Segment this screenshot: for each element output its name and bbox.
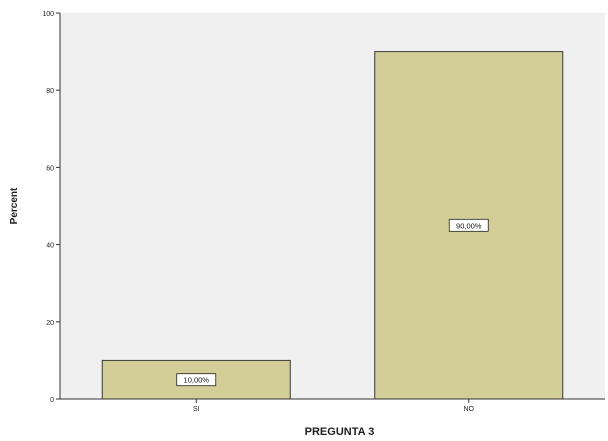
data-label: 90,00% bbox=[456, 221, 482, 230]
data-label-box bbox=[448, 218, 489, 232]
y-tick-label: 100 bbox=[42, 11, 54, 18]
x-axis-title: PREGUNTA 3 bbox=[305, 426, 375, 438]
y-tick-label: 60 bbox=[46, 165, 54, 172]
x-tick-label: SI bbox=[193, 406, 200, 413]
y-tick-label: 80 bbox=[46, 88, 54, 95]
y-tick-label: 40 bbox=[46, 243, 54, 250]
data-label: 10,00% bbox=[184, 376, 210, 385]
y-tick-label: 0 bbox=[50, 397, 54, 404]
data-label-box bbox=[176, 373, 217, 387]
y-tick-label: 20 bbox=[46, 320, 54, 327]
x-tick-label: NO bbox=[464, 406, 475, 413]
y-axis-title: Percent bbox=[9, 187, 20, 224]
